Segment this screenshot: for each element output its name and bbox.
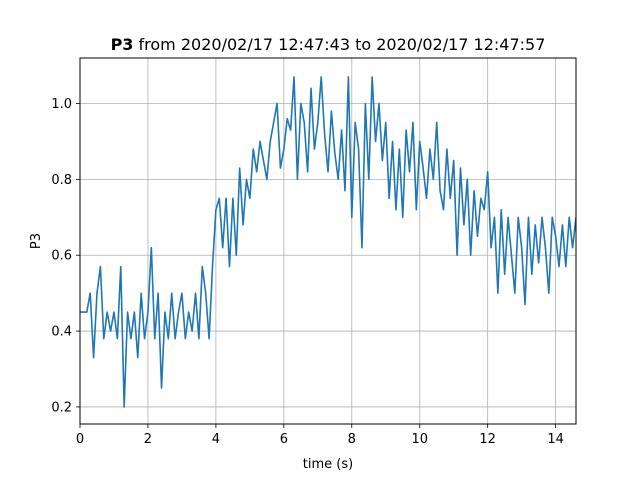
x-tick-label: 2 <box>144 432 152 447</box>
ticks: 0 2 4 6 8 10 12 14 0.2 0.4 0.6 0.8 1.0 <box>51 97 564 447</box>
chart-title-rest: from 2020/02/17 12:47:43 to 2020/02/17 1… <box>133 35 545 54</box>
x-tick-label: 10 <box>411 432 428 447</box>
grid <box>79 58 576 424</box>
y-tick-label: 0.4 <box>51 325 72 340</box>
x-tick-label: 8 <box>348 432 356 447</box>
x-tick-label: 4 <box>212 432 220 447</box>
y-tick-label: 0.6 <box>51 249 72 264</box>
y-tick-label: 0.2 <box>51 400 72 415</box>
series-group <box>80 76 576 408</box>
x-axis-label: time (s) <box>303 457 353 472</box>
x-tick-label: 6 <box>280 432 288 447</box>
plot-frame <box>79 57 577 425</box>
x-tick-label: 0 <box>76 432 84 447</box>
chart-title: P3 from 2020/02/17 12:47:43 to 2020/02/1… <box>111 35 546 54</box>
x-tick-label: 14 <box>547 432 564 447</box>
series-line-0 <box>80 76 576 408</box>
chart-title-bold: P3 <box>111 35 134 54</box>
y-axis-label: P3 <box>29 233 44 249</box>
x-tick-label: 12 <box>479 432 496 447</box>
y-tick-label: 0.8 <box>51 173 72 188</box>
y-tick-label: 1.0 <box>51 97 72 112</box>
